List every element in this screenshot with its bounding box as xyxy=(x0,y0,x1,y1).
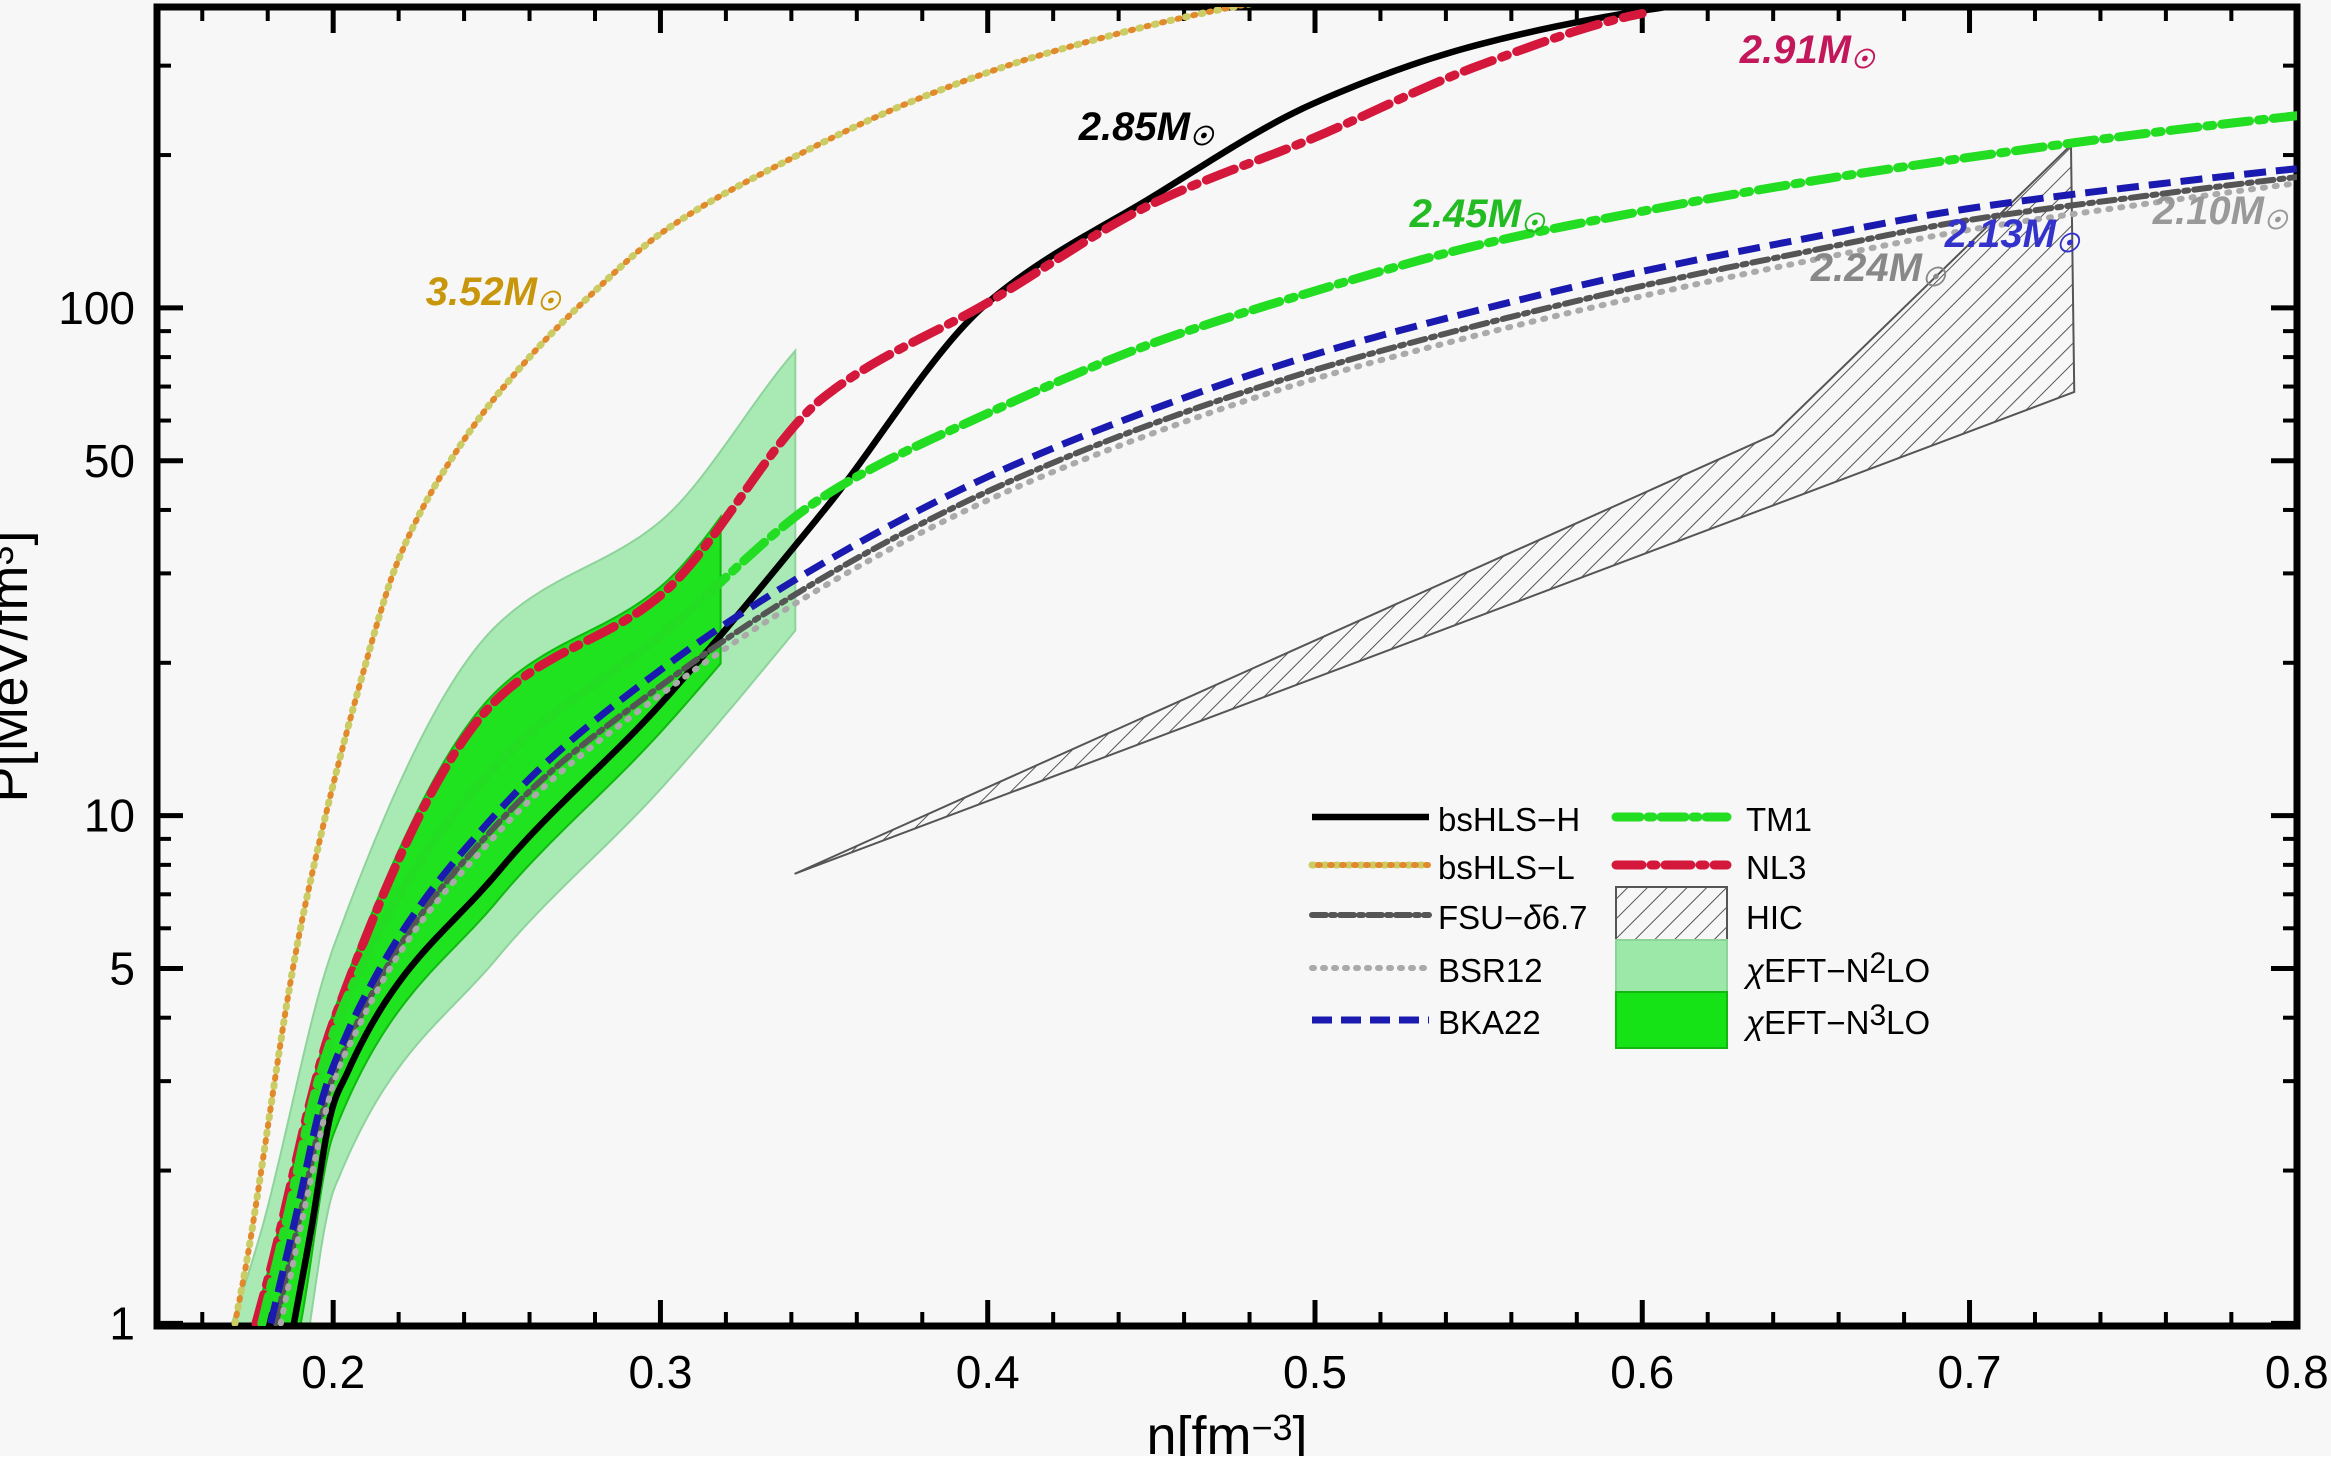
svg-text:P[MeV/fm3]: P[MeV/fm3] xyxy=(0,530,39,802)
svg-text:0.5: 0.5 xyxy=(1283,1346,1347,1398)
svg-text:0.7: 0.7 xyxy=(1938,1346,2002,1398)
svg-text:χEFT−N2LO: χEFT−N2LO xyxy=(1743,947,1930,989)
svg-text:0.3: 0.3 xyxy=(628,1346,692,1398)
svg-text:1: 1 xyxy=(109,1297,135,1349)
svg-text:BSR12: BSR12 xyxy=(1438,952,1543,989)
svg-text:5: 5 xyxy=(109,943,135,995)
svg-text:0.2: 0.2 xyxy=(301,1346,365,1398)
svg-text:NL3: NL3 xyxy=(1746,849,1807,886)
svg-text:0.4: 0.4 xyxy=(956,1346,1020,1398)
svg-text:0.8: 0.8 xyxy=(2265,1346,2329,1398)
svg-text:0.6: 0.6 xyxy=(1610,1346,1674,1398)
svg-text:100: 100 xyxy=(58,282,135,334)
svg-text:10: 10 xyxy=(84,790,135,842)
svg-text:50: 50 xyxy=(84,435,135,487)
svg-text:bsHLS−H: bsHLS−H xyxy=(1438,801,1580,838)
svg-text:BKA22: BKA22 xyxy=(1438,1004,1541,1041)
svg-text:χEFT−N3LO: χEFT−N3LO xyxy=(1743,999,1930,1041)
svg-text:TM1: TM1 xyxy=(1746,801,1812,838)
svg-text:bsHLS−L: bsHLS−L xyxy=(1438,849,1575,886)
svg-text:HIC: HIC xyxy=(1746,899,1803,936)
svg-text:FSU−δ6.7: FSU−δ6.7 xyxy=(1438,899,1588,936)
